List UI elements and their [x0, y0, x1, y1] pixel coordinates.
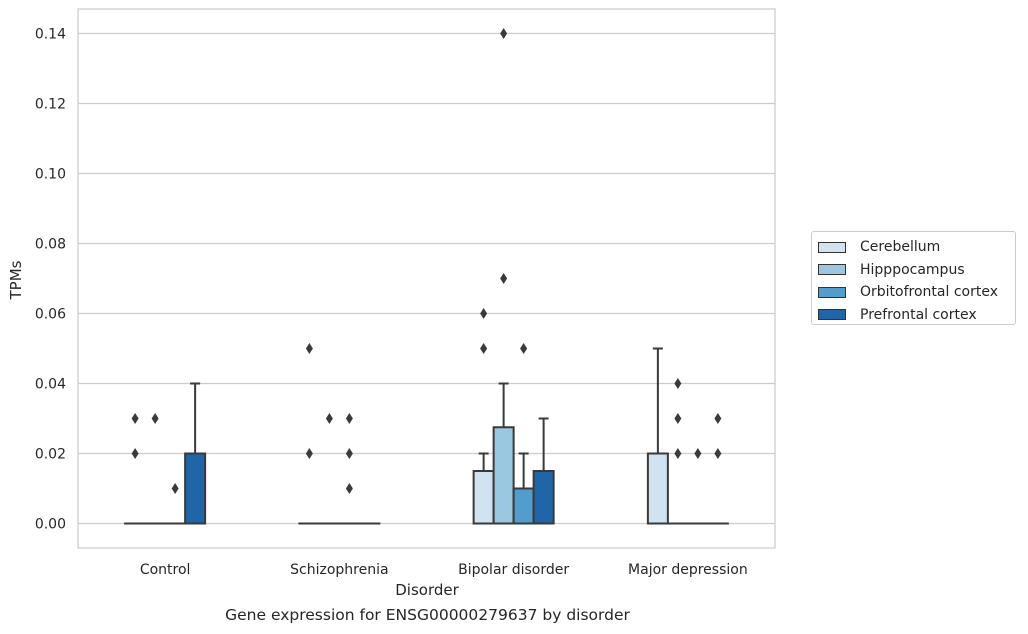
- outlier-point: [714, 448, 722, 459]
- box-2-1: [338, 413, 361, 525]
- outlier-point: [345, 448, 353, 459]
- outlier-point: [151, 413, 159, 424]
- box-series: [124, 28, 729, 525]
- box-body: [512, 487, 535, 525]
- legend: Cerebellum Hipppocampus Orbitofrontal cort…: [811, 231, 1016, 325]
- outlier-point: [520, 343, 528, 354]
- x-tick-label: Major depression: [628, 562, 748, 578]
- box-1-2: [492, 28, 515, 525]
- outlier-point: [694, 448, 702, 459]
- y-tick-label: 0.14: [35, 27, 66, 43]
- box-1-0: [144, 413, 167, 525]
- box-0-1: [298, 343, 321, 525]
- legend-swatch: [818, 264, 846, 276]
- box-0-3: [646, 347, 669, 525]
- y-gridlines: [78, 32, 775, 525]
- legend-label: Prefrontal cortex: [860, 306, 977, 323]
- plot-area-frame: [77, 8, 776, 549]
- legend-swatch: [818, 309, 846, 321]
- outlier-point: [674, 448, 682, 459]
- outlier-point: [500, 28, 508, 39]
- outlier-point: [714, 413, 722, 424]
- box-2-2: [512, 343, 535, 525]
- x-axis-label: Disorder: [395, 581, 459, 599]
- box-0-2: [472, 308, 495, 525]
- outlier-point: [305, 448, 313, 459]
- outlier-point: [305, 343, 313, 354]
- chart-caption: Gene expression for ENSG00000279637 by d…: [225, 606, 630, 624]
- outlier-point: [500, 273, 508, 284]
- y-tick-label: 0.06: [35, 307, 66, 323]
- legend-item: Cerebellum: [818, 236, 1009, 259]
- outlier-point: [674, 378, 682, 389]
- y-tick-label: 0.04: [35, 377, 66, 393]
- box-0-0: [124, 413, 147, 525]
- x-tick-label: Schizophrenia: [290, 562, 388, 578]
- box-body: [472, 470, 495, 525]
- outlier-point: [325, 413, 333, 424]
- x-tick-label: Control: [140, 562, 191, 578]
- outlier-point: [131, 413, 139, 424]
- outlier-point: [345, 413, 353, 424]
- box-1-1: [318, 413, 341, 525]
- y-tick-label: 0.08: [35, 237, 66, 253]
- outlier-point: [480, 343, 488, 354]
- legend-item: Orbitofrontal cortex: [818, 281, 1009, 304]
- outlier-point: [480, 308, 488, 319]
- box-3-0: [184, 382, 207, 525]
- box-3-3: [706, 413, 729, 525]
- y-tick-label: 0.12: [35, 97, 66, 113]
- y-tick-label: 0.00: [35, 517, 66, 533]
- box-body: [492, 426, 515, 525]
- outlier-point: [171, 483, 179, 494]
- box-body: [532, 470, 555, 525]
- box-1-3: [666, 378, 689, 525]
- legend-label: Orbitofrontal cortex: [860, 284, 998, 301]
- box-2-3: [686, 448, 709, 525]
- outlier-point: [674, 413, 682, 424]
- legend-item: Prefrontal cortex: [818, 304, 1009, 327]
- legend-label: Cerebellum: [860, 239, 941, 256]
- legend-swatch: [818, 241, 846, 253]
- outlier-point: [345, 483, 353, 494]
- box-body: [184, 452, 207, 525]
- outlier-point: [131, 448, 139, 459]
- legend-label: Hipppocampus: [860, 261, 965, 278]
- x-tick-label: Bipolar disorder: [458, 562, 569, 578]
- y-tick-label: 0.02: [35, 447, 66, 463]
- legend-swatch: [818, 286, 846, 298]
- legend-item: Hipppocampus: [818, 259, 1009, 282]
- y-axis-label: TPMs: [7, 260, 25, 300]
- y-tick-labels: 0.00 0.02 0.04 0.06 0.08 0.10 0.12 0.14: [35, 27, 66, 533]
- box-2-0: [164, 483, 187, 525]
- x-tick-labels: Control Schizophrenia Bipolar disorder Majo…: [140, 562, 748, 578]
- box-body: [646, 452, 669, 525]
- y-tick-label: 0.10: [35, 167, 66, 183]
- box-3-2: [532, 417, 555, 525]
